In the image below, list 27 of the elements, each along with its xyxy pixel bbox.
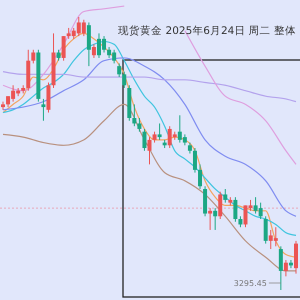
candlestick — [148, 136, 152, 165]
candlestick — [188, 142, 192, 154]
candlestick — [56, 49, 61, 62]
candlestick — [132, 104, 136, 127]
candlestick — [223, 188, 228, 204]
candlestick — [117, 62, 122, 78]
candlestick — [152, 131, 157, 144]
annotation: 3295.45 — [234, 279, 267, 288]
candlestick — [208, 208, 212, 230]
candlestick — [218, 191, 222, 220]
candlestick — [213, 208, 218, 230]
candlestick — [137, 118, 142, 132]
candlestick — [278, 246, 283, 290]
candlestick — [284, 259, 288, 277]
candlestick — [233, 196, 238, 222]
candlestick — [92, 44, 96, 58]
candlestick — [264, 216, 268, 244]
text: 现货黄金 2025年6月24日 周二 整体 — [118, 24, 296, 37]
candlestick — [41, 98, 46, 122]
candlestick — [142, 128, 146, 152]
candlestick — [158, 122, 162, 140]
candlestick — [198, 164, 202, 190]
candlestick — [122, 71, 126, 88]
candlestick — [31, 49, 36, 64]
candlestick — [192, 148, 197, 174]
candlestick — [62, 36, 66, 62]
candlestick — [238, 216, 242, 228]
